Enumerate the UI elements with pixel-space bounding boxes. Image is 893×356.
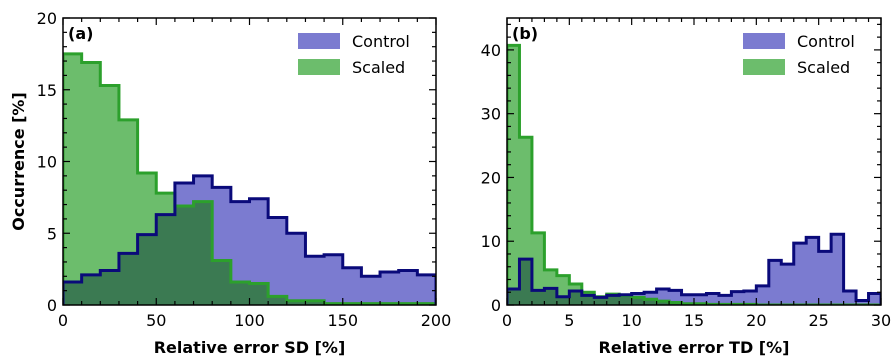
legend-label-scaled: Scaled [352,58,405,77]
x-tick-label: 100 [234,311,265,330]
y-tick-label: 40 [481,41,501,60]
x-tick-label: 30 [871,311,891,330]
x-tick-label: 15 [684,311,704,330]
y-tick-label: 10 [37,153,57,172]
panel-a-plot-area [63,52,436,305]
scaled-histogram-fill [507,45,881,305]
y-tick-label: 30 [481,105,501,124]
panel-a-tag: (a) [68,24,93,43]
legend-label-control: Control [352,32,410,51]
y-tick-label: 20 [37,9,57,28]
panel-b-frame [506,17,882,306]
overlap-histogram-fill [507,259,881,305]
panel-b-legend: Control Scaled [743,32,855,77]
x-tick-label: 10 [621,311,641,330]
x-tick-label: 0 [58,311,68,330]
panel-a-frame [62,17,437,306]
x-tick-label: 50 [146,311,166,330]
panel-a-ticks: 0 50 100 150 200 0 5 10 15 20 [37,9,452,330]
x-tick-label: 5 [564,311,574,330]
scaled-histogram-line [63,52,436,305]
x-tick-label: 200 [421,311,452,330]
legend-swatch-control [743,33,785,49]
panel-a-y-axis-label: Occurrence [%] [9,92,28,231]
panel-a: 0 50 100 150 200 0 5 10 15 20 (a) Relative error … [9,9,451,356]
panel-b-plot-area [507,43,881,305]
y-tick-label: 0 [47,296,57,315]
legend-swatch-scaled [743,59,785,75]
x-tick-label: 150 [327,311,358,330]
x-tick-label: 20 [746,311,766,330]
y-tick-label: 10 [481,232,501,251]
legend-label-scaled: Scaled [797,58,850,77]
scaled-histogram-line [507,43,881,305]
x-tick-label: 25 [808,311,828,330]
control-histogram-line [63,174,436,305]
legend-swatch-scaled [298,59,340,75]
panel-b-tag: (b) [512,24,538,43]
panel-a-x-axis-label: Relative error SD [%] [154,338,346,356]
legend-label-control: Control [797,32,855,51]
y-tick-label: 5 [47,224,57,243]
y-tick-label: 20 [481,168,501,187]
panel-b-x-axis-label: Relative error TD [%] [599,338,790,356]
x-tick-label: 0 [502,311,512,330]
legend-swatch-control [298,33,340,49]
panel-b: 0 5 10 15 20 25 30 0 10 20 30 40 (b) Relative error… [481,17,891,356]
control-histogram-fill [507,234,881,305]
y-tick-label: 15 [37,81,57,100]
panel-a-legend: Control Scaled [298,32,410,77]
y-tick-label: 0 [491,296,501,315]
control-histogram-line [507,232,881,305]
